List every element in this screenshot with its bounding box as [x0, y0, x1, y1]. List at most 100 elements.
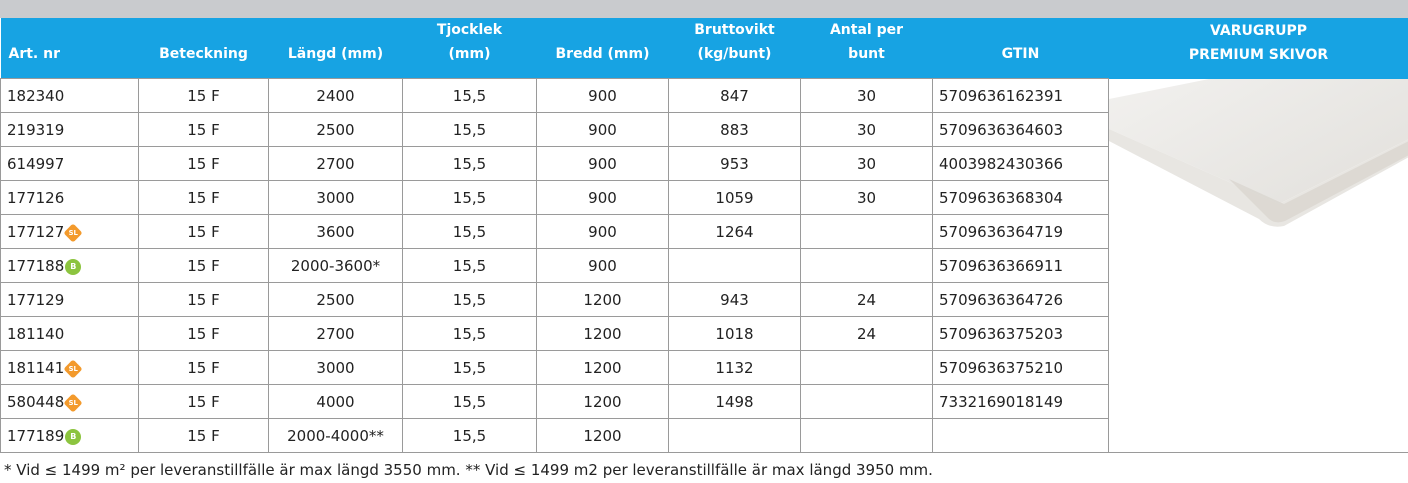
cell: 1200	[537, 283, 669, 317]
cell-text: 7332169018149	[939, 393, 1063, 411]
header-cell: GTIN	[933, 18, 1109, 79]
cell-text: 1200	[583, 427, 621, 445]
cell-text: 900	[588, 223, 617, 241]
cell: 1264	[669, 215, 801, 249]
header-text: VARUGRUPP	[1210, 23, 1307, 39]
cell-text: 1200	[583, 359, 621, 377]
cell: 15 F	[139, 317, 269, 351]
cell-text: 15,5	[453, 325, 486, 343]
cell-text: 3600	[316, 223, 354, 241]
cell: 900	[537, 215, 669, 249]
cell-text: 3000	[316, 189, 354, 207]
cell: 15,5	[403, 79, 537, 113]
cell: 1200	[537, 317, 669, 351]
cell: 1132	[669, 351, 801, 385]
header-cell: Bruttovikt(kg/bunt)	[669, 18, 801, 79]
cell-text: 1018	[715, 325, 753, 343]
cell-text: 15,5	[453, 427, 486, 445]
cell-text: 5709636375210	[939, 359, 1063, 377]
cell-text: 900	[588, 189, 617, 207]
cell-text: 1132	[715, 359, 753, 377]
footnote: * Vid ≤ 1499 m² per leveranstillfälle är…	[4, 461, 933, 479]
badge-text: B	[70, 432, 76, 441]
cell: 900	[537, 147, 669, 181]
cell: 953	[669, 147, 801, 181]
cell: 30	[801, 147, 933, 181]
badge-text: B	[70, 262, 76, 271]
cell-text: 15 F	[187, 359, 219, 377]
cell	[801, 351, 933, 385]
cell: 15 F	[139, 385, 269, 419]
cell: 2000-4000**	[269, 419, 403, 453]
header-text: Antal per	[830, 22, 903, 38]
cell-text: 883	[720, 121, 749, 139]
cell	[669, 249, 801, 283]
cell-text: 15 F	[187, 257, 219, 275]
cell: 15,5	[403, 249, 537, 283]
cell: 15 F	[139, 181, 269, 215]
header-text: Beteckning	[159, 46, 248, 62]
cell: 943	[669, 283, 801, 317]
cell: 5709636364726	[933, 283, 1109, 317]
product-table: Art. nr Beteckning Längd (mm)Tjocklek(mm) B…	[0, 18, 1408, 453]
cell-text: 15,5	[453, 257, 486, 275]
badge-text: SL	[69, 226, 78, 240]
cell-text: 5709636364726	[939, 291, 1063, 309]
header-row: Art. nr Beteckning Längd (mm)Tjocklek(mm) B…	[1, 18, 1408, 79]
cell-text: 5709636375203	[939, 325, 1063, 343]
cell: 2000-3600*	[269, 249, 403, 283]
cell-text: 15,5	[453, 121, 486, 139]
cell: 3000	[269, 181, 403, 215]
header-cell: Tjocklek(mm)	[403, 18, 537, 79]
cell: 15 F	[139, 351, 269, 385]
cell	[933, 419, 1109, 453]
cell: 5709636375210	[933, 351, 1109, 385]
cell: 15,5	[403, 113, 537, 147]
header-text: GTIN	[1002, 46, 1040, 62]
cell: 30	[801, 79, 933, 113]
cell: 30	[801, 113, 933, 147]
cell-text: 3000	[316, 359, 354, 377]
cell: 883	[669, 113, 801, 147]
cell: 15 F	[139, 249, 269, 283]
cell-text: 15 F	[187, 223, 219, 241]
cell-text: 2700	[316, 155, 354, 173]
board-face	[1109, 79, 1408, 204]
cell-text: 219319	[7, 121, 64, 139]
cell-text: 15 F	[187, 87, 219, 105]
page: {"table": { "header": [["Art. nr"], ["Be…	[0, 0, 1408, 483]
cell: 900	[537, 79, 669, 113]
cell: 15 F	[139, 113, 269, 147]
cell-text: 2000-4000**	[287, 427, 384, 445]
header-cell: Bredd (mm)	[537, 18, 669, 79]
cell-text: 15 F	[187, 189, 219, 207]
header-text: Bredd (mm)	[556, 46, 650, 62]
header-text: bunt	[848, 46, 885, 62]
cell-text: 177129	[7, 291, 64, 309]
cell-text: 953	[720, 155, 749, 173]
cell: 2500	[269, 283, 403, 317]
header-text: Art. nr	[9, 46, 61, 62]
cell	[801, 215, 933, 249]
cell: 15 F	[139, 283, 269, 317]
cell-text: 1059	[715, 189, 753, 207]
cell-text: 847	[720, 87, 749, 105]
cell-text: 177127	[7, 223, 64, 241]
cell: 15,5	[403, 419, 537, 453]
cell: 3000	[269, 351, 403, 385]
badge: SL	[64, 359, 83, 378]
cell-text: 943	[720, 291, 749, 309]
cell-text: 15 F	[187, 291, 219, 309]
cell-text: 5709636364603	[939, 121, 1063, 139]
badge: SL	[64, 393, 83, 412]
cell: 182340	[1, 79, 139, 113]
cell: 15 F	[139, 215, 269, 249]
cell-text: 900	[588, 87, 617, 105]
cell	[669, 419, 801, 453]
cell: 2500	[269, 113, 403, 147]
header-cell: Längd (mm)	[269, 18, 403, 79]
cell: 900	[537, 249, 669, 283]
cell: 15,5	[403, 351, 537, 385]
cell: 3600	[269, 215, 403, 249]
header-cell: Antal per bunt	[801, 18, 933, 79]
